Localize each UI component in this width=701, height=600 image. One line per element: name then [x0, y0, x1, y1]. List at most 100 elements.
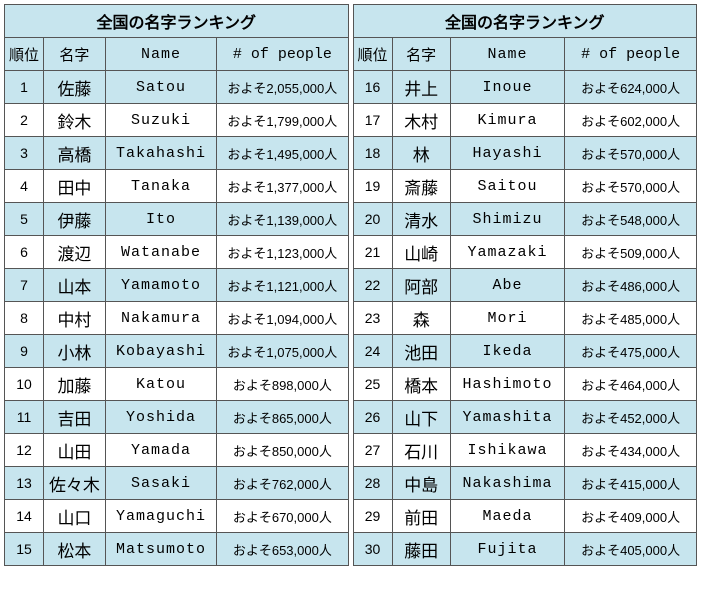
ranking-table-right: 全国の名字ランキング 順位 名字 Name # of people 16井上In… [353, 4, 698, 566]
cell-people: およそ409,000人 [565, 500, 697, 533]
table-row: 15松本Matsumotoおよそ653,000人 [5, 533, 349, 566]
cell-people: およそ1,123,000人 [217, 236, 348, 269]
table-row: 19斎藤Saitouおよそ570,000人 [353, 170, 697, 203]
cell-kanji: 石川 [392, 434, 450, 467]
title-row: 全国の名字ランキング [353, 5, 697, 38]
cell-kanji: 渡辺 [44, 236, 106, 269]
cell-name: Yamada [105, 434, 216, 467]
cell-kanji: 木村 [392, 104, 450, 137]
cell-kanji: 加藤 [44, 368, 106, 401]
table-row: 2鈴木Suzukiおよそ1,799,000人 [5, 104, 349, 137]
cell-people: およそ570,000人 [565, 137, 697, 170]
cell-name: Hayashi [450, 137, 564, 170]
cell-name: Mori [450, 302, 564, 335]
table-row: 9小林Kobayashiおよそ1,075,000人 [5, 335, 349, 368]
cell-kanji: 山田 [44, 434, 106, 467]
cell-name: Maeda [450, 500, 564, 533]
table-row: 29前田Maedaおよそ409,000人 [353, 500, 697, 533]
cell-people: およそ670,000人 [217, 500, 348, 533]
cell-name: Nakashima [450, 467, 564, 500]
cell-rank: 30 [353, 533, 392, 566]
cell-kanji: 橋本 [392, 368, 450, 401]
cell-rank: 9 [5, 335, 44, 368]
cell-rank: 18 [353, 137, 392, 170]
cell-people: およそ570,000人 [565, 170, 697, 203]
ranking-table-left: 全国の名字ランキング 順位 名字 Name # of people 1佐藤Sat… [4, 4, 349, 566]
cell-people: およそ1,094,000人 [217, 302, 348, 335]
cell-people: およそ434,000人 [565, 434, 697, 467]
cell-name: Hashimoto [450, 368, 564, 401]
cell-kanji: 斎藤 [392, 170, 450, 203]
tables-wrapper: 全国の名字ランキング 順位 名字 Name # of people 1佐藤Sat… [4, 4, 697, 566]
cell-name: Inoue [450, 71, 564, 104]
cell-rank: 21 [353, 236, 392, 269]
hdr-kanji: 名字 [44, 38, 106, 71]
cell-rank: 5 [5, 203, 44, 236]
cell-name: Katou [105, 368, 216, 401]
cell-name: Abe [450, 269, 564, 302]
cell-kanji: 佐々木 [44, 467, 106, 500]
table-row: 20清水Shimizuおよそ548,000人 [353, 203, 697, 236]
cell-name: Kobayashi [105, 335, 216, 368]
table-row: 12山田Yamadaおよそ850,000人 [5, 434, 349, 467]
cell-name: Satou [105, 71, 216, 104]
cell-kanji: 山本 [44, 269, 106, 302]
cell-name: Tanaka [105, 170, 216, 203]
table-row: 16井上Inoueおよそ624,000人 [353, 71, 697, 104]
hdr-rank: 順位 [5, 38, 44, 71]
cell-people: およそ1,495,000人 [217, 137, 348, 170]
cell-people: およそ548,000人 [565, 203, 697, 236]
cell-rank: 6 [5, 236, 44, 269]
table-row: 3高橋Takahashiおよそ1,495,000人 [5, 137, 349, 170]
cell-kanji: 清水 [392, 203, 450, 236]
cell-kanji: 伊藤 [44, 203, 106, 236]
cell-name: Takahashi [105, 137, 216, 170]
table-row: 11吉田Yoshidaおよそ865,000人 [5, 401, 349, 434]
cell-name: Watanabe [105, 236, 216, 269]
cell-kanji: 松本 [44, 533, 106, 566]
hdr-name: Name [105, 38, 216, 71]
cell-rank: 29 [353, 500, 392, 533]
table-row: 30藤田Fujitaおよそ405,000人 [353, 533, 697, 566]
cell-kanji: 鈴木 [44, 104, 106, 137]
header-row: 順位 名字 Name # of people [353, 38, 697, 71]
cell-people: およそ762,000人 [217, 467, 348, 500]
cell-kanji: 前田 [392, 500, 450, 533]
cell-kanji: 田中 [44, 170, 106, 203]
table-row: 28中島Nakashimaおよそ415,000人 [353, 467, 697, 500]
cell-kanji: 中島 [392, 467, 450, 500]
table-row: 6渡辺Watanabeおよそ1,123,000人 [5, 236, 349, 269]
title-row: 全国の名字ランキング [5, 5, 349, 38]
table-row: 23森Moriおよそ485,000人 [353, 302, 697, 335]
cell-rank: 12 [5, 434, 44, 467]
cell-rank: 14 [5, 500, 44, 533]
table-row: 22阿部Abeおよそ486,000人 [353, 269, 697, 302]
hdr-people: # of people [565, 38, 697, 71]
cell-kanji: 森 [392, 302, 450, 335]
hdr-kanji: 名字 [392, 38, 450, 71]
cell-kanji: 阿部 [392, 269, 450, 302]
cell-people: およそ1,121,000人 [217, 269, 348, 302]
table-row: 18林Hayashiおよそ570,000人 [353, 137, 697, 170]
cell-kanji: 藤田 [392, 533, 450, 566]
cell-rank: 23 [353, 302, 392, 335]
cell-kanji: 山下 [392, 401, 450, 434]
table-body-left: 1佐藤Satouおよそ2,055,000人2鈴木Suzukiおよそ1,799,0… [5, 71, 349, 566]
cell-rank: 13 [5, 467, 44, 500]
cell-name: Yamazaki [450, 236, 564, 269]
cell-people: およそ464,000人 [565, 368, 697, 401]
cell-rank: 20 [353, 203, 392, 236]
cell-rank: 26 [353, 401, 392, 434]
cell-rank: 2 [5, 104, 44, 137]
table-row: 13佐々木Sasakiおよそ762,000人 [5, 467, 349, 500]
cell-people: およそ1,139,000人 [217, 203, 348, 236]
cell-rank: 3 [5, 137, 44, 170]
cell-people: およそ415,000人 [565, 467, 697, 500]
table-row: 17木村Kimuraおよそ602,000人 [353, 104, 697, 137]
header-row: 順位 名字 Name # of people [5, 38, 349, 71]
cell-name: Kimura [450, 104, 564, 137]
cell-kanji: 山口 [44, 500, 106, 533]
cell-rank: 24 [353, 335, 392, 368]
table-row: 27石川Ishikawaおよそ434,000人 [353, 434, 697, 467]
cell-kanji: 林 [392, 137, 450, 170]
